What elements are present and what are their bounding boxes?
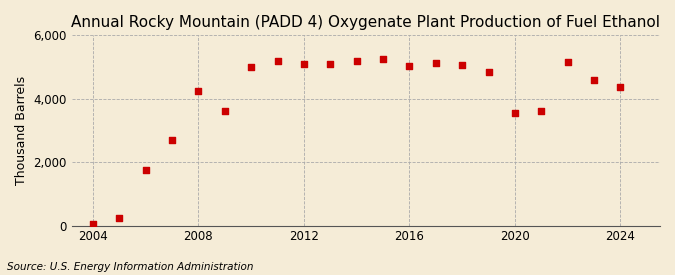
Point — [510, 111, 520, 115]
Text: Source: U.S. Energy Information Administration: Source: U.S. Energy Information Administ… — [7, 262, 253, 272]
Point — [219, 109, 230, 114]
Point — [431, 61, 441, 65]
Point — [589, 78, 599, 82]
Point — [140, 168, 151, 172]
Point — [193, 89, 204, 93]
Point — [615, 84, 626, 89]
Y-axis label: Thousand Barrels: Thousand Barrels — [15, 76, 28, 185]
Point — [88, 222, 99, 226]
Point — [325, 62, 335, 66]
Point — [351, 59, 362, 63]
Point — [298, 62, 309, 66]
Point — [536, 109, 547, 113]
Title: Annual Rocky Mountain (PADD 4) Oxygenate Plant Production of Fuel Ethanol: Annual Rocky Mountain (PADD 4) Oxygenate… — [72, 15, 660, 30]
Point — [377, 57, 388, 61]
Point — [246, 65, 256, 69]
Point — [562, 59, 573, 64]
Point — [483, 70, 494, 74]
Point — [272, 59, 283, 63]
Point — [404, 64, 415, 69]
Point — [167, 138, 178, 142]
Point — [114, 216, 125, 221]
Point — [457, 62, 468, 67]
